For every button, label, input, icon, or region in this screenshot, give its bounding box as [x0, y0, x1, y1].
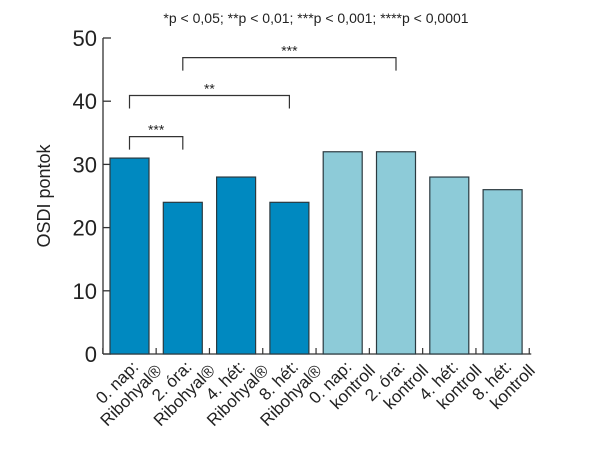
- significance-label: ***: [281, 43, 298, 59]
- x-tick-label: 8. hét:kontroll: [469, 347, 539, 417]
- bar-8: [482, 189, 523, 355]
- y-tick-label: 20: [73, 216, 97, 241]
- chart-title: *p < 0,05; **p < 0,01; ***p < 0,001; ***…: [163, 10, 468, 26]
- y-tick-label: 0: [85, 342, 97, 367]
- significance-bracket: [182, 56, 397, 71]
- bar-4: [269, 201, 310, 355]
- y-tick-label: 50: [73, 26, 97, 51]
- significance-label: ***: [148, 122, 165, 138]
- significance-bracket: [128, 135, 184, 150]
- bar-7: [429, 176, 470, 355]
- bar-5: [322, 151, 363, 355]
- x-tick-label: 4. hét:kontroll: [415, 347, 485, 417]
- bar-1: [109, 157, 150, 355]
- bar-3: [216, 176, 257, 355]
- y-tick-label: 10: [73, 279, 97, 304]
- x-tick-label: 2. óra:kontroll: [361, 347, 432, 418]
- y-axis-label: OSDI pontok: [34, 143, 54, 247]
- y-tick-label: 40: [73, 89, 97, 114]
- bar-2: [162, 201, 203, 355]
- y-tick-label: 30: [73, 152, 97, 177]
- bar-6: [375, 151, 417, 355]
- significance-label: **: [204, 81, 215, 97]
- significance-bracket: [128, 94, 290, 109]
